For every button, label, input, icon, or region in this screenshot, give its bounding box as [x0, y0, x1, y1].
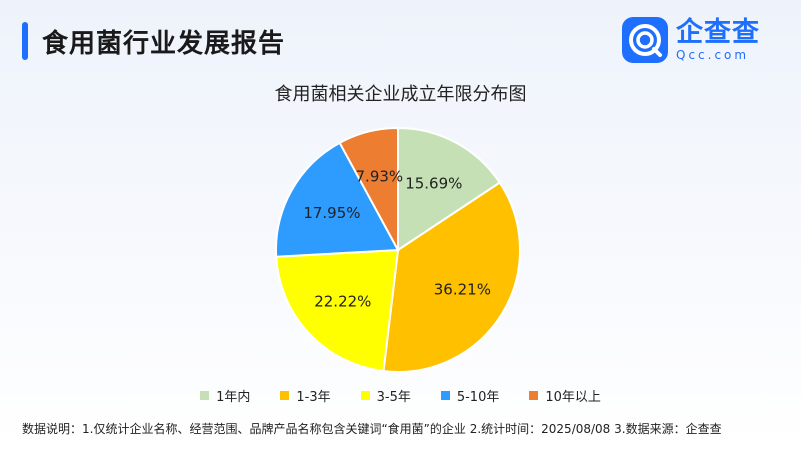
report-header: 食用菌行业发展报告	[22, 22, 285, 60]
legend-label: 1-3年	[296, 390, 331, 405]
pie-label-1: 15.69%	[405, 174, 462, 192]
legend-item-3: 3-5年	[360, 386, 411, 405]
legend-label: 1年内	[216, 390, 251, 405]
report-title: 食用菌行业发展报告	[42, 28, 286, 59]
legend-label: 5-10年	[456, 390, 500, 405]
footnote: 数据说明：1.仅统计企业名称、经营范围、品牌产品名称包含关键词“食用菌”的企业 …	[22, 422, 722, 436]
legend-swatch	[360, 391, 370, 400]
legend-swatch	[200, 391, 210, 400]
legend-swatch	[280, 391, 290, 400]
chart-legend: 1年内 1-3年 3-5年 5-10年 10年以上	[0, 386, 801, 405]
pie-slice-5	[338, 126, 399, 251]
legend-item-4: 5-10年	[440, 386, 500, 405]
pie-label-4: 17.95%	[303, 204, 360, 222]
legend-item-1: 1年内	[200, 386, 250, 405]
chart-title: 食用菌相关企业成立年限分布图	[274, 84, 527, 105]
pie-slice-2	[382, 181, 521, 373]
legend-item-5: 10年以上	[529, 386, 601, 405]
pie-slice-1	[397, 126, 502, 252]
qcc-logo-icon	[622, 17, 668, 63]
pie-label-3: 22.22%	[314, 293, 371, 311]
pie-labels: 15.69% 36.21% 22.22% 17.95% 7.93%	[303, 168, 491, 311]
logo-name: 企查查	[676, 17, 760, 48]
legend-swatch	[440, 391, 450, 400]
pie-slice-3	[275, 248, 400, 373]
legend-swatch	[529, 391, 539, 400]
logo-subtitle: Qcc.com	[676, 48, 750, 62]
legend-label: 10年以上	[545, 390, 601, 405]
pie-label-2: 36.21%	[434, 281, 491, 299]
title-accent-bar	[22, 22, 28, 60]
brand-logo: 企查查 Qcc.com	[622, 17, 760, 63]
legend-item-2: 1-3年	[280, 386, 331, 405]
pie-slice-4	[275, 141, 400, 258]
pie-label-5: 7.93%	[356, 168, 404, 186]
legend-label: 3-5年	[376, 390, 411, 405]
pie-slices	[275, 126, 521, 373]
